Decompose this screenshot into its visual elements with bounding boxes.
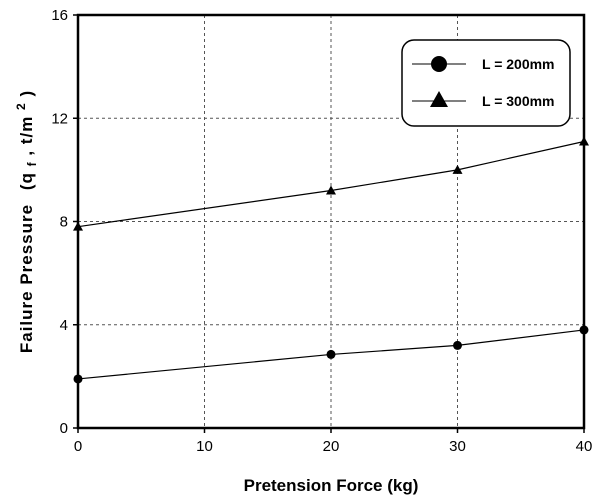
series-line-0 (77, 329, 585, 380)
y-tick-label: 8 (60, 214, 68, 231)
legend: L = 200mm L = 300mm (401, 39, 571, 127)
series-line-1 (77, 140, 585, 228)
legend-label-l200: L = 200mm (482, 56, 555, 72)
y-axis-label-open: (q (17, 172, 36, 190)
data-point-triangle (326, 185, 336, 195)
x-tick-label: 20 (323, 438, 340, 455)
y-axis-label-sub: f (25, 161, 39, 166)
data-point-circle (453, 340, 462, 350)
y-tick-label: 0 (60, 420, 68, 437)
data-point-triangle (452, 164, 463, 174)
legend-label-l300: L = 300mm (482, 93, 555, 109)
legend-marker-triangle (430, 91, 448, 107)
x-tick-label: 40 (576, 438, 593, 455)
series-layer (73, 136, 589, 384)
y-tick-label: 4 (60, 317, 68, 334)
tick-labels: 0 10 20 30 40 0 4 8 12 16 (51, 7, 592, 455)
x-tick-label: 30 (449, 438, 466, 455)
x-tick-label: 0 (74, 438, 82, 455)
y-axis-label: Failure Pressure (q f , t/m 2 ) (10, 90, 40, 353)
x-axis-label: Pretension Force (kg) (244, 476, 419, 495)
y-axis-label-mid: , t/m (17, 116, 36, 156)
y-tick-label: 12 (51, 110, 68, 127)
legend-marker-circle (431, 56, 447, 72)
x-tick-label: 10 (196, 438, 213, 455)
y-axis-label-main: Failure Pressure (17, 204, 36, 353)
y-axis-label-close: ) (17, 90, 36, 97)
legend-box (401, 39, 571, 127)
y-tick-label: 16 (51, 7, 68, 24)
y-axis-label-sup: 2 (14, 102, 28, 110)
data-point-circle (326, 349, 336, 359)
